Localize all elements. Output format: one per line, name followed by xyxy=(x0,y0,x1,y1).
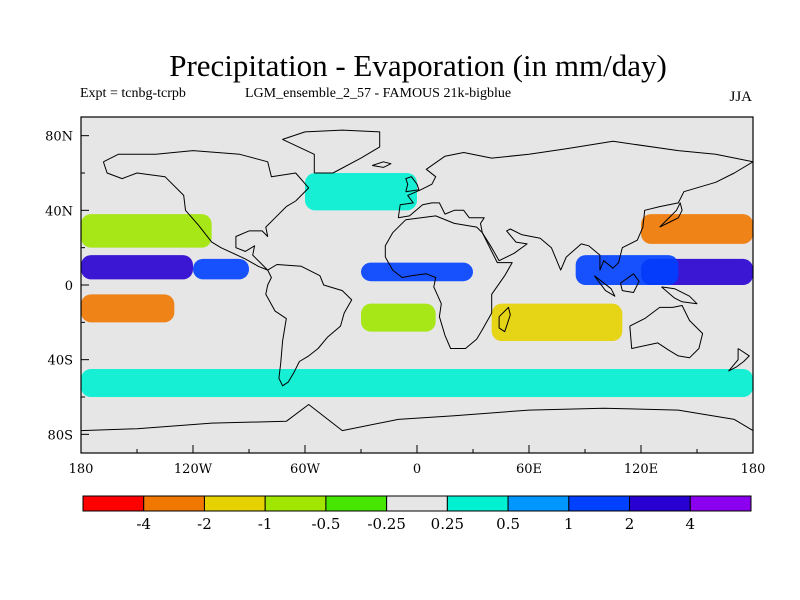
coastline-sumatra xyxy=(593,275,616,297)
coastline-iceland xyxy=(372,161,392,168)
coastline-north-america xyxy=(102,150,310,271)
y-tick-label: 80N xyxy=(45,130,73,145)
coastline-greenland xyxy=(282,129,381,174)
colorbar-swatch-10 xyxy=(689,495,752,512)
coastline-south-america xyxy=(265,264,353,387)
colorbar-label: -4 xyxy=(136,515,151,533)
coastline-new-guinea xyxy=(661,286,698,305)
field-region-12 xyxy=(81,117,753,155)
coastline-british-isles xyxy=(405,176,420,193)
colorbar-swatch-2 xyxy=(203,495,266,512)
field-region-9 xyxy=(305,173,417,211)
chart-title: Precipitation - Evaporation (in mm/day) xyxy=(169,48,667,83)
colorbar-label: 1 xyxy=(564,515,574,533)
field-region-2 xyxy=(575,255,679,285)
colorbar-swatch-6 xyxy=(446,495,509,512)
colorbar-label: -2 xyxy=(197,515,212,533)
colorbar-swatch-8 xyxy=(568,495,631,512)
colorbar-swatch-7 xyxy=(507,495,570,512)
x-tick-label: 180 xyxy=(741,462,766,477)
colorbar-label: -0.5 xyxy=(311,515,340,533)
colorbar-label: -0.25 xyxy=(367,515,405,533)
colorbar-swatch-4 xyxy=(325,495,388,512)
y-axis: 80N 40N 0 40S 80S xyxy=(45,130,89,443)
coastline-africa xyxy=(384,215,513,349)
colorbar-label: 0.25 xyxy=(431,515,464,533)
field-region-6 xyxy=(81,294,175,323)
x-axis: 180 120W 60W 0 60E 120E 180 xyxy=(69,445,766,477)
field-region-3 xyxy=(193,258,249,280)
colorbar-label: 2 xyxy=(625,515,635,533)
field-region-11 xyxy=(491,303,623,341)
field-region-5 xyxy=(81,214,212,248)
x-tick-label: 120W xyxy=(174,462,213,477)
field-region-8 xyxy=(81,369,753,397)
y-tick-label: 0 xyxy=(65,279,73,294)
colorbar: -4 -2 -1 -0.5 -0.25 0.25 0.5 1 2 4 xyxy=(82,495,752,533)
coastline-eurasia xyxy=(397,140,753,271)
colorbar-label: 0.5 xyxy=(496,515,520,533)
x-tick-label: 60E xyxy=(516,462,542,477)
chart-subtitle-center: LGM_ensemble_2_57 - FAMOUS 21k-bigblue xyxy=(245,86,511,101)
field-region-0 xyxy=(81,255,193,280)
colorbar-label: 4 xyxy=(685,515,695,533)
coastline-australia xyxy=(629,305,704,359)
colorbar-swatch-9 xyxy=(629,495,691,512)
field-region-7 xyxy=(641,214,753,244)
coastline-antarctica xyxy=(81,404,753,432)
map-area xyxy=(80,116,754,454)
coastline-madagascar xyxy=(498,306,511,333)
field-region-10 xyxy=(361,303,436,332)
colorbar-swatch-3 xyxy=(264,495,327,512)
colorbar-label: -1 xyxy=(258,515,273,533)
colorbar-swatch-5 xyxy=(386,495,448,512)
field-region-13 xyxy=(81,415,753,453)
x-tick-label: 0 xyxy=(413,462,421,477)
chart-season-label: JJA xyxy=(729,89,752,105)
x-tick-label: 180 xyxy=(69,462,94,477)
colorbar-swatch-1 xyxy=(143,495,205,512)
y-tick-label: 80S xyxy=(48,428,73,443)
field-region-4 xyxy=(361,262,473,282)
coastline-japan xyxy=(659,202,683,228)
y-tick-label: 40N xyxy=(45,204,73,219)
x-tick-label: 120E xyxy=(624,462,658,477)
y-tick-label: 40S xyxy=(48,354,73,369)
x-tick-label: 60W xyxy=(290,462,321,477)
colorbar-swatch-0 xyxy=(82,495,145,512)
coastline-new-zealand xyxy=(728,348,750,372)
chart-subtitle-left: Expt = tcnbg-tcrpb xyxy=(80,86,186,101)
coastline-borneo xyxy=(620,273,640,293)
